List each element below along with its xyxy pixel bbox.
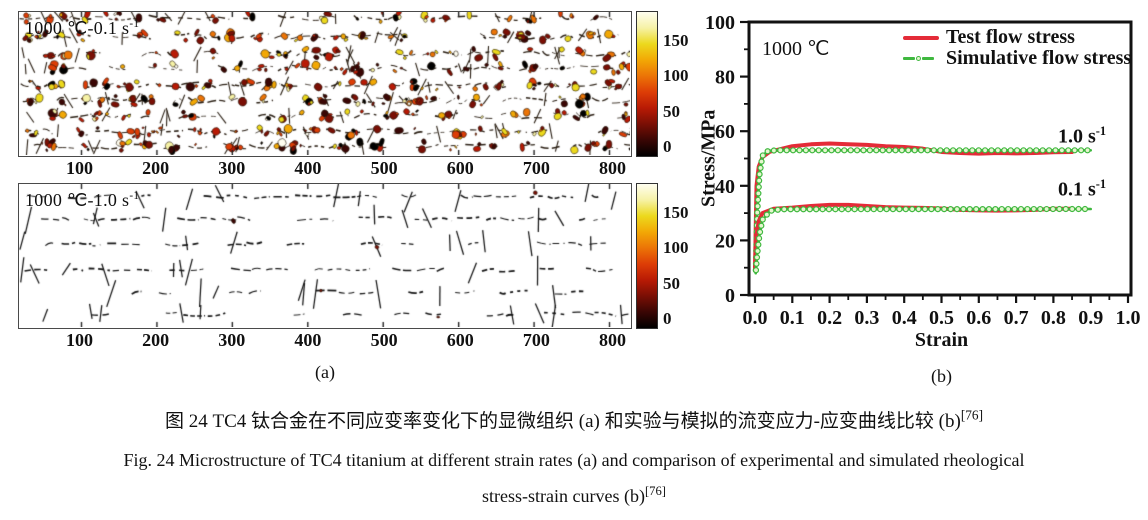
colorbar-tick-label: 50 <box>663 101 680 121</box>
x-tick-label: 200 <box>142 158 170 178</box>
caption-text: 图 24 TC4 钛合金在不同应变率变化下的显微组织 (a) 和实验与模拟的流变… <box>164 411 961 432</box>
caption-chinese: 图 24 TC4 钛合金在不同应变率变化下的显微组织 (a) 和实验与模拟的流变… <box>0 406 1148 433</box>
colorbar-0.1s <box>636 11 658 157</box>
colorbar-tick-label: 150 <box>663 31 689 50</box>
svg-text:0.5: 0.5 <box>929 307 954 329</box>
caption-english-line1: Fig. 24 Microstructure of TC4 titanium a… <box>123 450 1025 470</box>
svg-text:0.2: 0.2 <box>817 307 842 329</box>
x-tick-label: 600 <box>446 158 474 178</box>
legend-row-test: Test flow stress <box>903 27 1131 48</box>
colorbar-tick-label: 0 <box>663 308 672 328</box>
caption-english-line2: stress-strain curves (b)[76] <box>0 484 1148 507</box>
svg-text:1.0: 1.0 <box>1116 307 1141 329</box>
annotation-strain-rate-0.1: 0.1 s-1 <box>1058 177 1106 202</box>
x-tick-label: 200 <box>142 330 170 350</box>
legend-simulative-line-icon <box>903 56 939 61</box>
x-tick-label: 500 <box>370 158 398 178</box>
colorbar-tick-label: 50 <box>663 273 680 293</box>
exponent: -1 <box>129 190 140 202</box>
legend-row-simulative: Simulative flow stress <box>903 48 1131 69</box>
x-tick-label: 300 <box>218 158 246 178</box>
svg-text:80: 80 <box>715 67 735 89</box>
legend-label: Test flow stress <box>946 26 1075 48</box>
x-tick-label: 400 <box>294 158 322 178</box>
svg-text:0.6: 0.6 <box>966 307 991 329</box>
svg-text:0.4: 0.4 <box>892 307 917 329</box>
x-tick-label: 600 <box>446 330 474 350</box>
x-tick-label: 500 <box>370 330 398 350</box>
colorbar-ticks-1.0s: 150 100 50 0 <box>663 183 699 329</box>
x-tick-label: 100 <box>66 158 93 178</box>
annotation-text: 1.0 s <box>1058 125 1096 148</box>
colorbar-tick-label: 100 <box>663 66 689 86</box>
chart-legend: Test flow stress Simulative flow stress <box>903 27 1131 69</box>
x-tick-label: 300 <box>218 330 246 350</box>
micrograph-condition-label: 1000 ℃-0.1 s-1 <box>25 12 139 40</box>
panel-b-stress-strain-chart: 0.0 0.1 0.2 0.3 0.4 0.5 0.6 0.7 0.8 0.9 1.0 0 20 40 60… <box>698 10 1148 410</box>
x-tick-label: 800 <box>598 330 626 350</box>
temperature-label: 1000 ℃ <box>762 38 830 60</box>
x-tick-label: 700 <box>522 158 550 178</box>
annotation-strain-rate-1.0: 1.0 s-1 <box>1058 124 1106 149</box>
svg-text:100: 100 <box>705 12 735 34</box>
svg-text:0.1: 0.1 <box>780 307 805 329</box>
micrograph-condition-label: 1000 ℃-1.0 s-1 <box>25 184 139 212</box>
svg-text:0.0: 0.0 <box>743 307 768 329</box>
legend-test-line-icon <box>903 35 939 40</box>
caption-text: stress-strain curves (b) <box>482 486 645 506</box>
x-tick-label: 400 <box>294 330 322 350</box>
microstructure-image-0.1s <box>19 12 630 155</box>
x-axis-ticks-0.1s: 100 200 300 400 500 600 700 800 <box>18 158 632 179</box>
colorbar-gradient <box>637 12 657 156</box>
micrograph-1.0s: 1000 ℃-1.0 s-1 <box>18 183 632 329</box>
colorbar-gradient <box>637 184 657 328</box>
reference-superscript: [76] <box>960 407 983 423</box>
svg-text:0: 0 <box>725 285 735 307</box>
colorbar-1.0s <box>636 183 658 329</box>
sublabel-b: (b) <box>931 366 952 386</box>
exponent: -1 <box>1095 177 1107 191</box>
colorbar-tick-label: 100 <box>663 238 689 258</box>
x-axis-title: Strain <box>914 329 969 351</box>
svg-text:40: 40 <box>715 176 735 198</box>
svg-text:0.7: 0.7 <box>1004 307 1029 329</box>
stress-strain-chart: 0.0 0.1 0.2 0.3 0.4 0.5 0.6 0.7 0.8 0.9 1.0 0 20 40 60… <box>705 12 1141 329</box>
reference-superscript: [76] <box>644 484 666 498</box>
x-tick-label: 100 <box>66 330 93 350</box>
x-tick-label: 800 <box>598 158 626 178</box>
svg-text:0.3: 0.3 <box>854 307 879 329</box>
microstructure-image-1.0s <box>19 184 630 327</box>
svg-text:20: 20 <box>715 230 735 252</box>
annotation-text: 0.1 s <box>1058 178 1096 201</box>
colorbar-ticks-0.1s: 150 100 50 0 <box>663 11 699 157</box>
colorbar-tick-label: 0 <box>663 136 672 156</box>
svg-text:0.9: 0.9 <box>1078 307 1103 329</box>
condition-text: 1000 ℃-0.1 s <box>25 18 130 38</box>
svg-text:60: 60 <box>715 121 735 143</box>
x-axis-ticks-1.0s: 100 200 300 400 500 600 700 800 <box>18 330 632 351</box>
condition-text: 1000 ℃-1.0 s <box>25 190 130 210</box>
sublabel-a: (a) <box>315 362 335 382</box>
y-axis-title: Stress/MPa <box>697 109 720 207</box>
svg-text:0.8: 0.8 <box>1041 307 1066 329</box>
colorbar-tick-label: 150 <box>663 203 689 222</box>
exponent: -1 <box>129 18 140 30</box>
exponent: -1 <box>1095 124 1107 138</box>
x-tick-label: 700 <box>522 330 550 350</box>
micrograph-0.1s: 1000 ℃-0.1 s-1 <box>18 11 632 157</box>
legend-label: Simulative flow stress <box>946 47 1132 69</box>
